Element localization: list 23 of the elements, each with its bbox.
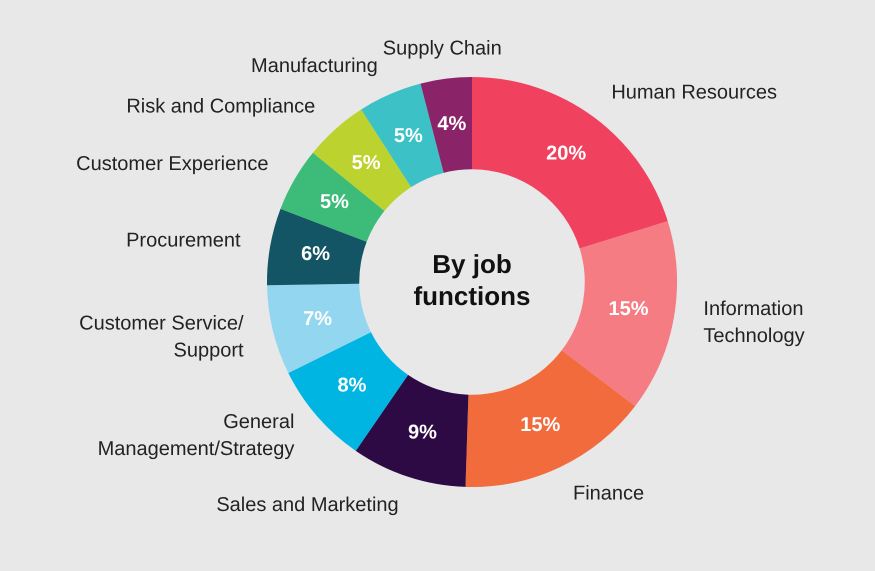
data-label: 9% (408, 421, 438, 444)
data-label: 5% (352, 152, 381, 174)
data-label: 5% (394, 124, 423, 147)
slice-label: General Management/Strategy (98, 410, 294, 460)
data-label: 4% (437, 112, 467, 135)
slice-label: Procurement (126, 230, 242, 252)
data-label: 7% (303, 308, 332, 330)
data-label: 20% (546, 142, 586, 165)
data-label: 6% (301, 242, 330, 265)
slice-label: Risk and Compliance (126, 95, 316, 118)
slice-label: Customer Experience (76, 153, 268, 176)
slice-label: Manufacturing (251, 55, 378, 78)
slice-label: Supply Chain (382, 37, 502, 60)
text: By job functions (414, 249, 530, 312)
slice-label: Customer Service/ Support (79, 312, 244, 362)
data-label: 15% (608, 298, 649, 320)
slice-label: Information Technology (703, 298, 805, 347)
data-label: 15% (520, 414, 561, 436)
slice-label: Finance (573, 482, 644, 505)
slice-label: Human Resources (611, 81, 777, 104)
slice-label: Sales and Marketing (216, 494, 399, 516)
data-label: 5% (320, 191, 350, 214)
data-label: 8% (337, 374, 367, 397)
